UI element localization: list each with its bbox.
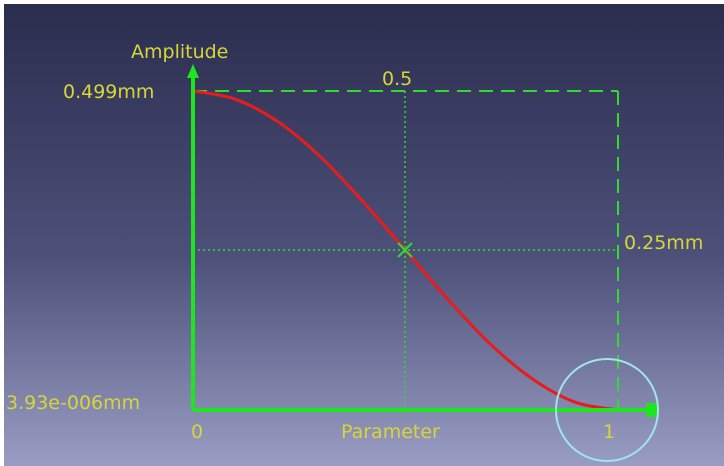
curve-point: [277, 121, 278, 122]
parameter-axis-label: Parameter: [341, 421, 440, 443]
curve-point: [362, 201, 363, 202]
y-max-label: 0.499mm: [63, 81, 154, 103]
curve-point: [575, 402, 576, 403]
x-start-label: 0: [191, 421, 203, 443]
amplitude-axis-label: Amplitude: [131, 41, 228, 63]
y-axis-arrow-icon: [187, 64, 199, 78]
y-min-label: 3.93e-006mm: [6, 392, 140, 414]
x-end-label: 1: [603, 421, 615, 443]
viewport-background: [4, 4, 724, 466]
x-axis-end-handle[interactable]: [646, 403, 657, 417]
midpoint-cross-icon[interactable]: [397, 242, 413, 258]
curve-point: [320, 156, 321, 157]
mid-x-label: 0.5: [382, 68, 412, 90]
mid-y-label: 0.25mm: [624, 232, 703, 254]
selection-circle[interactable]: [555, 358, 659, 462]
curve-point: [447, 299, 448, 300]
curve-point: [235, 99, 236, 100]
curve-point: [490, 344, 491, 345]
curve-point: [532, 379, 533, 380]
